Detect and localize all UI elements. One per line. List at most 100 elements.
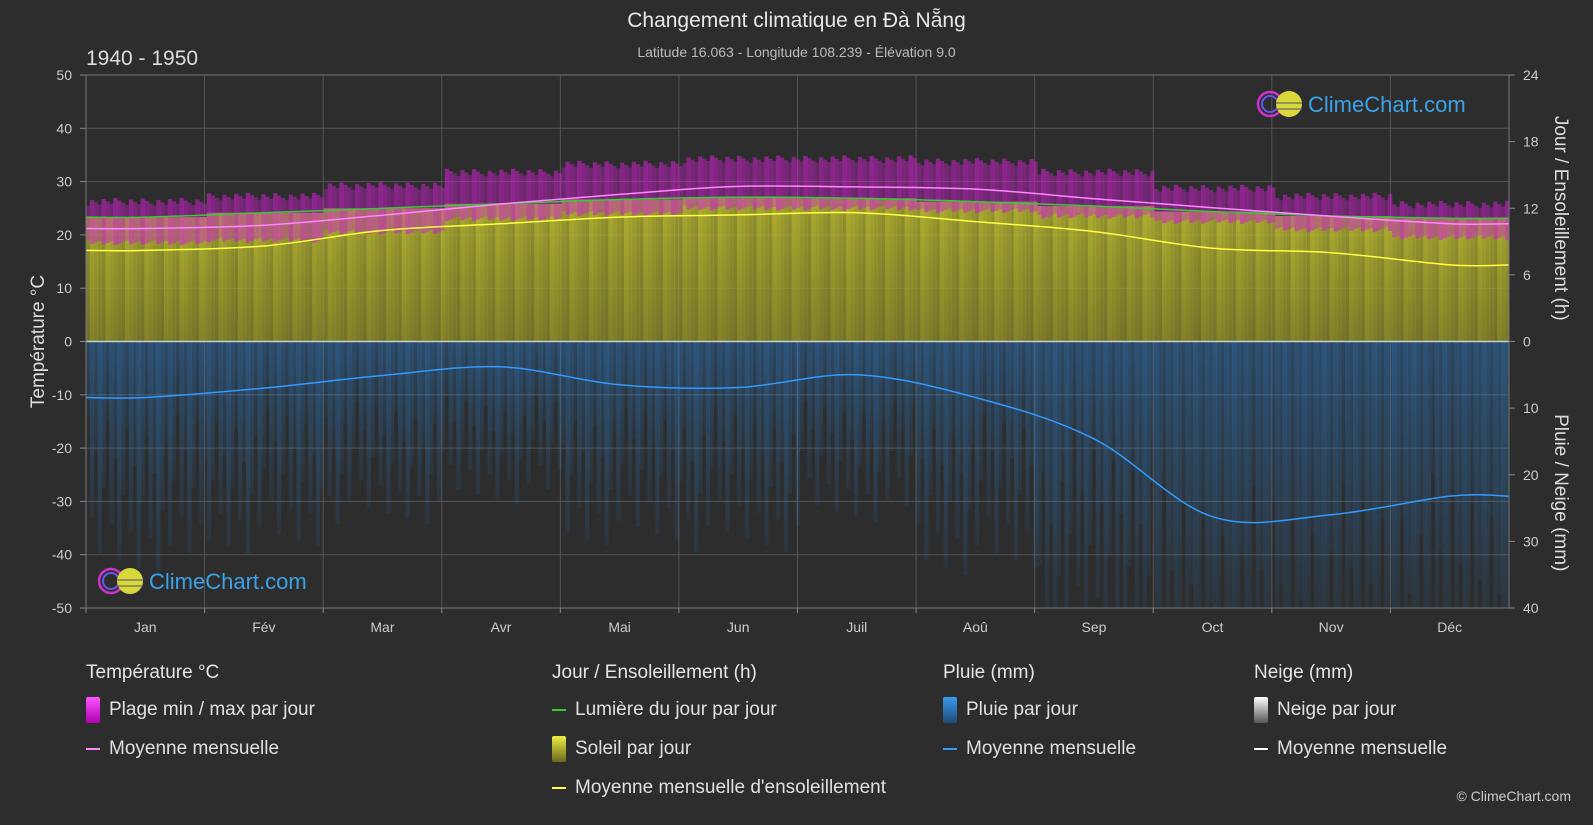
sun-daily-bar <box>319 212 325 342</box>
rain-daily-bar <box>526 341 531 485</box>
rain-daily-bar <box>889 341 894 451</box>
rain-daily-bar <box>514 341 520 504</box>
right-top-tick-label: 24 <box>1523 67 1539 83</box>
sun-daily-bar <box>1259 211 1264 342</box>
temp-range-bar <box>386 186 391 232</box>
rain-daily-bar <box>1169 341 1175 570</box>
temp-range-bar <box>807 158 812 209</box>
rain-daily-bar <box>659 341 664 477</box>
temp-range-bar <box>175 203 180 242</box>
temp-range-bar <box>1103 174 1108 215</box>
rain-daily-bar <box>588 341 594 483</box>
sun-daily-bar <box>1013 201 1019 342</box>
rain-daily-bar <box>725 341 730 533</box>
rain-daily-bar <box>1095 341 1100 598</box>
temp-range-bar <box>319 197 325 240</box>
temp-range-bar <box>280 197 286 240</box>
rain-daily-bar <box>842 341 847 413</box>
rain-daily-bar <box>639 341 644 471</box>
sun-daily-bar <box>752 197 757 342</box>
sun-daily-bar <box>1493 218 1498 342</box>
rain-daily-bar <box>1017 341 1022 496</box>
sun-daily-bar <box>1119 206 1124 342</box>
sun-daily-bar <box>1466 218 1471 342</box>
rain-daily-bar <box>148 341 153 539</box>
sun-daily-bar <box>1325 216 1330 342</box>
temp-range-bar <box>436 185 442 233</box>
sun-daily-bar <box>296 212 301 342</box>
sun-daily-bar <box>292 212 297 342</box>
legend-temp-mean-label: Moyenne mensuelle <box>109 738 280 759</box>
sun-daily-bar <box>491 203 496 342</box>
rain-daily-bar <box>752 341 757 423</box>
legend-temp-range-label: Plage min / max par jour <box>109 699 315 720</box>
sun-daily-bar <box>1006 201 1011 342</box>
sun-daily-bar <box>409 208 414 342</box>
rain-daily-bar <box>1165 341 1171 608</box>
rain-daily-bar <box>1337 341 1342 608</box>
rain-daily-bar <box>1138 341 1143 524</box>
temp-range-bar <box>136 204 141 242</box>
rain-daily-bar <box>1232 341 1237 608</box>
rain-daily-bar <box>943 341 948 568</box>
rain-daily-bar <box>1450 341 1455 490</box>
rain-daily-bar <box>951 341 956 437</box>
rain-daily-bar <box>1419 341 1424 535</box>
sun-daily-bar <box>249 212 254 342</box>
sun-daily-bar <box>1329 216 1334 342</box>
rain-daily-bar <box>518 341 523 461</box>
temp-mean-line <box>85 185 1510 230</box>
sun-daily-bar <box>234 212 239 342</box>
rain-daily-bar <box>538 341 543 465</box>
sun-daily-bar <box>787 197 792 342</box>
rain-daily-bar <box>1259 341 1264 570</box>
rain-daily-bar <box>156 341 161 576</box>
logo-text: ClimeChart.com <box>149 569 307 594</box>
temp-range-bar <box>1462 206 1467 236</box>
rain-daily-bar <box>1403 341 1408 608</box>
rain-daily-bar <box>1376 341 1381 608</box>
temp-range-bar <box>803 155 808 211</box>
temp-range-bar <box>148 203 153 242</box>
sun-daily-bar <box>1162 211 1167 342</box>
temp-range-bar <box>818 157 824 210</box>
rain-daily-bar <box>1321 341 1327 608</box>
temp-range-bar <box>690 159 695 208</box>
temp-range-bar <box>1364 196 1369 230</box>
temp-range-bar <box>452 173 457 219</box>
sun-daily-bar <box>397 208 403 342</box>
sun-daily-bar <box>370 208 375 342</box>
rain-daily-bar <box>1415 341 1420 608</box>
temp-range-bar <box>265 196 270 241</box>
temp-range-bar <box>861 159 867 209</box>
temp-range-bar <box>1193 188 1198 222</box>
sun-daily-bar <box>124 217 130 342</box>
temp-range-bar <box>651 165 656 213</box>
rain-daily-bar <box>1427 341 1432 608</box>
rain-daily-bar <box>1255 341 1260 608</box>
sun-daily-bar <box>1501 218 1506 342</box>
rain-daily-bar <box>238 341 243 521</box>
logo-text: ClimeChart.com <box>1308 92 1466 117</box>
temp-range-bar <box>557 172 562 219</box>
temp-range-bar <box>460 170 465 221</box>
sun-daily-bar <box>1411 218 1416 342</box>
sun-daily-bar <box>1084 206 1089 342</box>
sun-daily-bar <box>659 199 664 342</box>
rain-daily-bar <box>1103 341 1108 608</box>
temp-range-bar <box>709 155 714 211</box>
temp-range-bar <box>530 172 535 219</box>
month-label: Aoû <box>963 619 988 635</box>
sun-daily-bar <box>1208 211 1214 342</box>
sun-daily-bar <box>323 208 329 342</box>
rain-daily-bar <box>1099 341 1104 503</box>
rain-daily-bar <box>323 341 329 419</box>
rain-daily-bar <box>729 341 734 475</box>
rain-daily-bar <box>261 341 266 469</box>
rain-daily-bar <box>1021 341 1026 430</box>
rain-daily-bar <box>768 341 773 487</box>
temp-range-bar <box>791 156 796 210</box>
sun-daily-bar <box>1201 211 1206 342</box>
temp-range-bar <box>737 155 742 211</box>
temp-range-bar <box>1056 170 1061 218</box>
